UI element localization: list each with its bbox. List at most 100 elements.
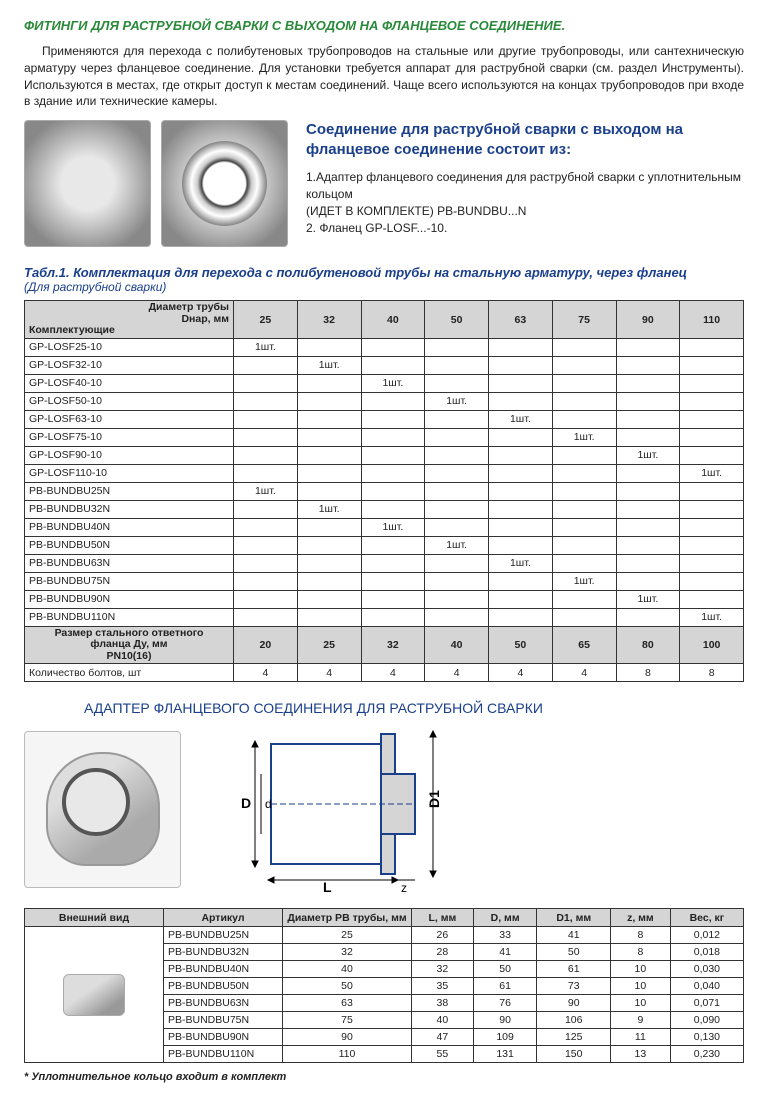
table-cell xyxy=(425,446,489,464)
table-cell xyxy=(552,554,616,572)
table-cell xyxy=(489,518,553,536)
table-cell xyxy=(489,356,553,374)
table-cell: PB-BUNDBU75N xyxy=(164,1012,283,1029)
table-cell: 35 xyxy=(412,978,474,995)
table-cell xyxy=(680,374,744,392)
table-cell: PB-BUNDBU40N xyxy=(164,961,283,978)
table-cell: 1шт. xyxy=(425,392,489,410)
t1-col: 110 xyxy=(680,301,744,339)
product-photo-2 xyxy=(161,120,288,247)
table-cell xyxy=(680,356,744,374)
table-cell: 9 xyxy=(610,1012,670,1029)
table-cell xyxy=(552,338,616,356)
table-row: PB-BUNDBU25N2526334180,012 xyxy=(25,927,744,944)
t2-h: Артикул xyxy=(164,909,283,927)
table-cell xyxy=(616,482,680,500)
row-label: PB-BUNDBU90N xyxy=(25,590,234,608)
table-cell xyxy=(297,608,361,626)
table-cell xyxy=(489,374,553,392)
table-cell xyxy=(361,590,425,608)
intro-paragraph: Применяются для перехода с полибутеновых… xyxy=(24,43,744,110)
table-cell: 0,012 xyxy=(670,927,743,944)
footnote: * Уплотнительное кольцо входит в комплек… xyxy=(24,1071,744,1083)
product-photo-1 xyxy=(24,120,151,247)
dim-d: d xyxy=(265,797,272,811)
t1-cell: 25 xyxy=(297,626,361,664)
table-cell: 110 xyxy=(283,1046,412,1063)
row-label: PB-BUNDBU63N xyxy=(25,554,234,572)
table-cell xyxy=(297,338,361,356)
t1-cell: 50 xyxy=(489,626,553,664)
table-cell xyxy=(234,608,298,626)
table-row: PB-BUNDBU63N1шт. xyxy=(25,554,744,572)
table-cell xyxy=(361,608,425,626)
row-label: PB-BUNDBU25N xyxy=(25,482,234,500)
table-cell xyxy=(489,572,553,590)
table-cell xyxy=(552,500,616,518)
table-cell xyxy=(361,572,425,590)
table-cell xyxy=(297,464,361,482)
t1-cell: 20 xyxy=(234,626,298,664)
table-cell: 8 xyxy=(610,927,670,944)
t1-col: 50 xyxy=(425,301,489,339)
dim-D: D xyxy=(241,795,251,811)
table-cell: 47 xyxy=(412,1029,474,1046)
dim-L: L xyxy=(323,879,332,894)
t2-h: D, мм xyxy=(473,909,537,927)
table1-subtitle: (Для раструбной сварки) xyxy=(24,280,744,294)
table-cell xyxy=(425,572,489,590)
table1: Диаметр трубы Dнар, мм Комплектующие 25 … xyxy=(24,300,744,682)
table-cell: 8 xyxy=(610,944,670,961)
row-label: PB-BUNDBU50N xyxy=(25,536,234,554)
table-cell xyxy=(552,446,616,464)
t1-col: 90 xyxy=(616,301,680,339)
table-cell xyxy=(425,356,489,374)
table-row: PB-BUNDBU90N1шт. xyxy=(25,590,744,608)
table-cell xyxy=(297,518,361,536)
row-label: PB-BUNDBU110N xyxy=(25,608,234,626)
table-cell xyxy=(616,410,680,428)
table-cell: 1шт. xyxy=(297,500,361,518)
table-cell: 0,018 xyxy=(670,944,743,961)
table-cell xyxy=(680,410,744,428)
t1-bolts-label: Количество болтов, шт xyxy=(25,664,234,682)
table-cell xyxy=(234,572,298,590)
table-cell: 150 xyxy=(537,1046,611,1063)
table-cell xyxy=(680,392,744,410)
table-cell xyxy=(616,338,680,356)
table-cell xyxy=(361,464,425,482)
table-cell xyxy=(297,392,361,410)
t1-cell: 4 xyxy=(361,664,425,682)
table-cell xyxy=(425,338,489,356)
table-cell xyxy=(489,464,553,482)
table-cell xyxy=(680,446,744,464)
table-cell: 1шт. xyxy=(234,338,298,356)
table-cell xyxy=(297,590,361,608)
table2: Внешний вид Артикул Диаметр PB трубы, мм… xyxy=(24,908,744,1063)
table-cell xyxy=(297,554,361,572)
table-row: PB-BUNDBU25N1шт. xyxy=(25,482,744,500)
t1-cell: 32 xyxy=(361,626,425,664)
table-row: GP-LOSF63-101шт. xyxy=(25,410,744,428)
table-cell: 41 xyxy=(537,927,611,944)
table-cell: 25 xyxy=(283,927,412,944)
row-label: GP-LOSF25-10 xyxy=(25,338,234,356)
table-cell xyxy=(489,392,553,410)
table-cell xyxy=(234,536,298,554)
table-cell xyxy=(552,590,616,608)
table-cell xyxy=(425,554,489,572)
table-cell: 1шт. xyxy=(297,356,361,374)
table-cell: 0,230 xyxy=(670,1046,743,1063)
table-cell xyxy=(552,374,616,392)
table-cell: 61 xyxy=(537,961,611,978)
table-cell xyxy=(552,356,616,374)
table-cell xyxy=(489,608,553,626)
table-cell: PB-BUNDBU110N xyxy=(164,1046,283,1063)
table-cell: PB-BUNDBU25N xyxy=(164,927,283,944)
table-cell xyxy=(234,410,298,428)
t1-cell: 80 xyxy=(616,626,680,664)
table-row: GP-LOSF50-101шт. xyxy=(25,392,744,410)
row-label: GP-LOSF40-10 xyxy=(25,374,234,392)
composition-item-2: 2. Фланец GP-LOSF...-10. xyxy=(306,220,744,237)
dim-z: z xyxy=(401,881,407,894)
